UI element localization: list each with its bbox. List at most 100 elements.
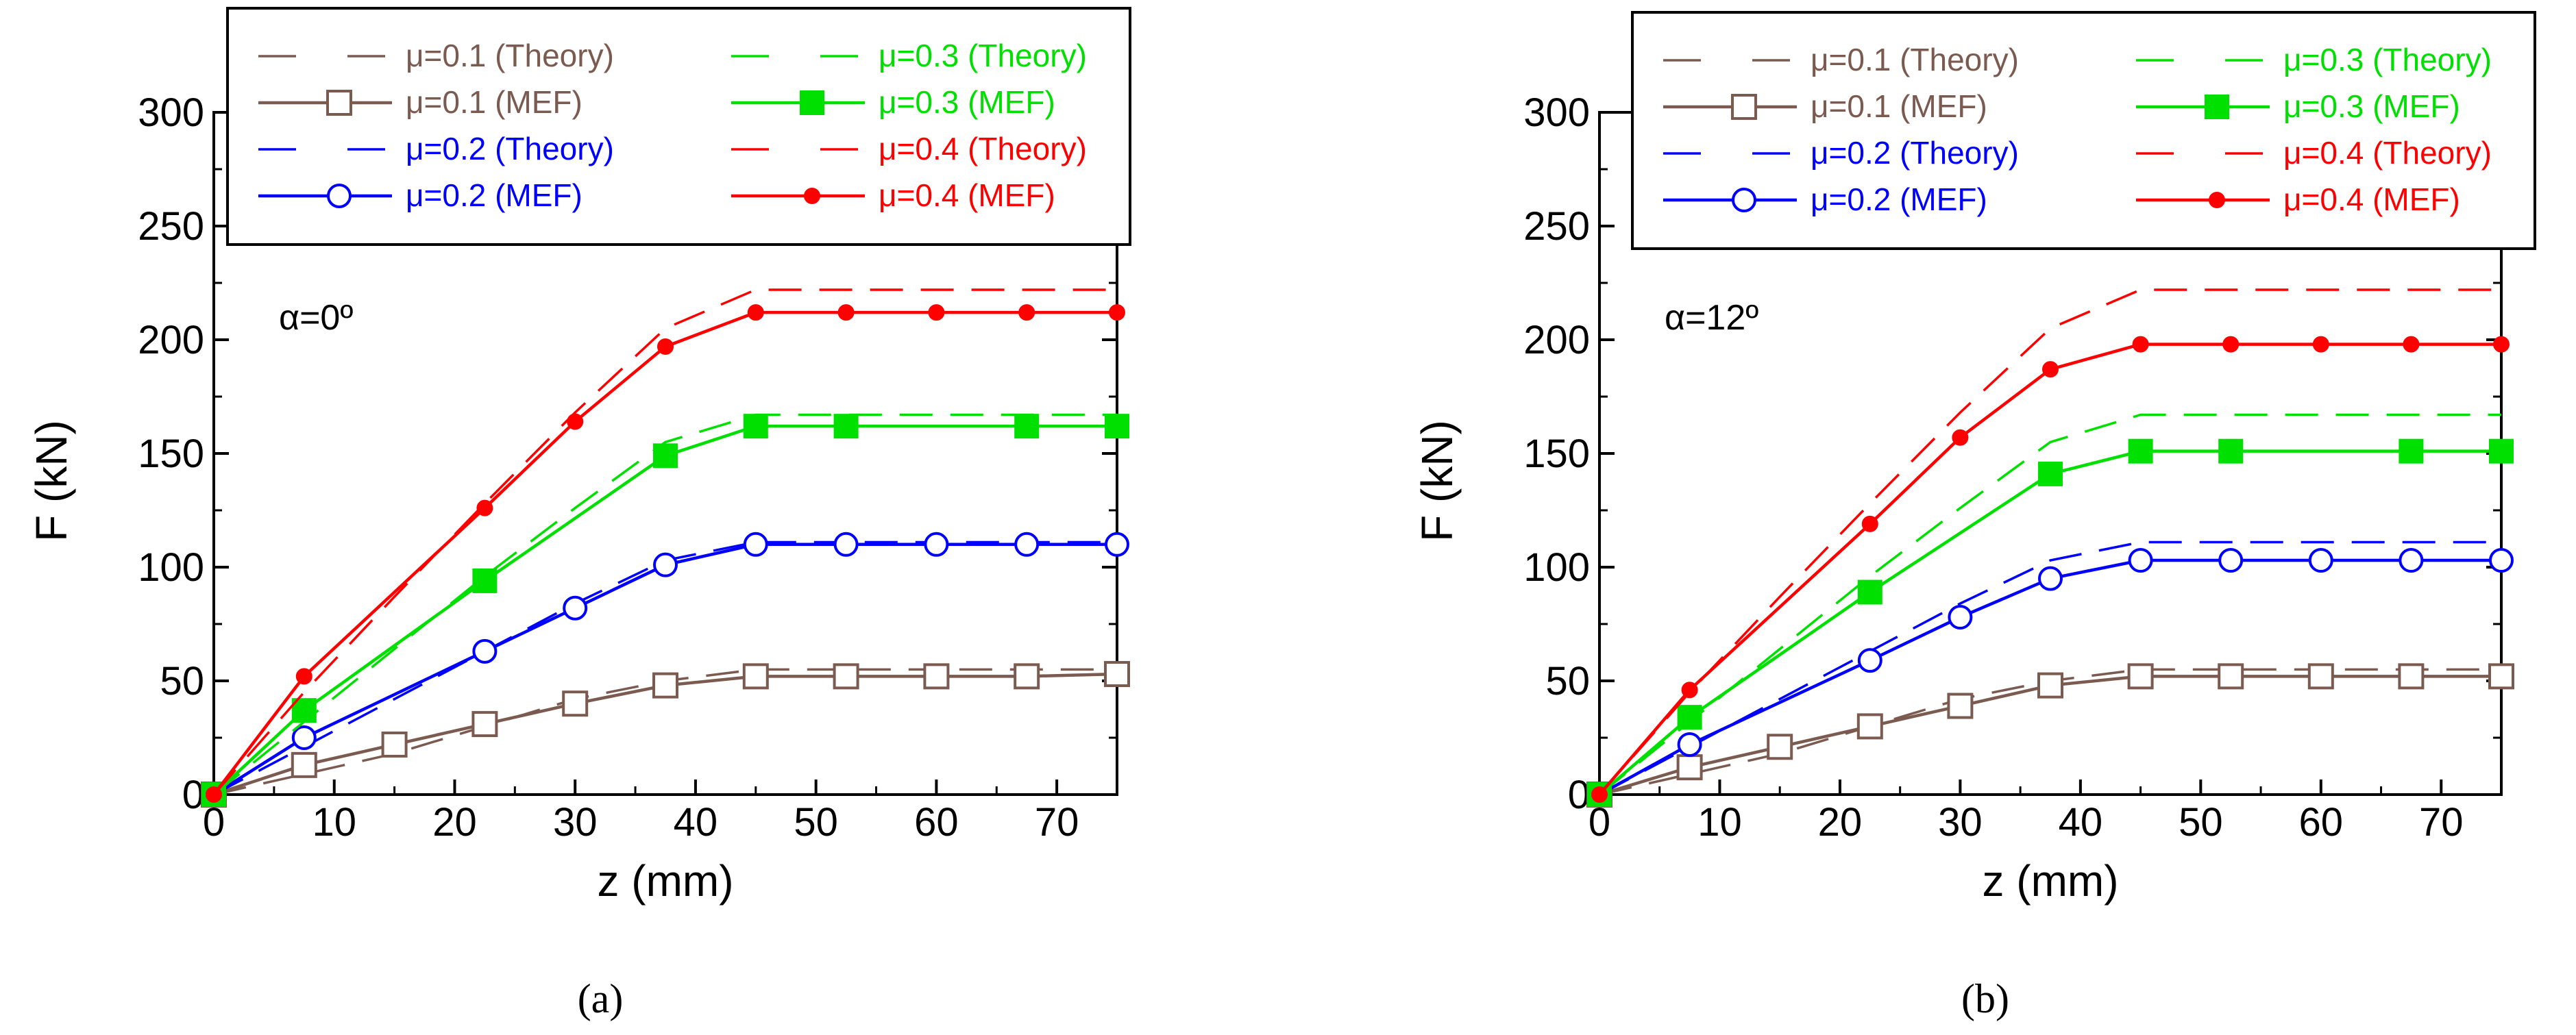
data-point-marker [1109,304,1125,321]
x-axis-title: z (mm) [597,856,733,906]
legend-marker [804,188,820,204]
legend: μ=0.1 (Theory) μ=0.1 (MEF) μ=0.2 (Theory) μ… [226,7,1131,246]
data-point-marker [2403,336,2420,353]
data-point-marker [2488,663,2514,690]
x-tick-label: 10 [312,800,356,845]
x-tick-label: 30 [553,800,598,845]
data-point-marker [2128,548,2153,573]
legend-label: μ=0.2 (Theory) [1811,135,2019,171]
data-point-marker [2127,663,2154,690]
y-tick-label: 150 [138,432,204,476]
panel-label: (a) [578,976,624,1021]
data-point-marker [2038,461,2063,486]
data-point-marker [833,414,859,439]
series-line [1598,558,2501,796]
x-tick-label: 50 [2179,800,2223,845]
series-4 [201,532,1129,807]
series-6 [1587,438,2514,807]
series-7 [212,288,1117,796]
data-point-marker [567,413,584,430]
y-tick-label: 100 [1523,545,1590,590]
legend-item: μ=0.1 (Theory) [1663,42,2019,77]
legend-item: μ=0.2 (MEF) [1663,182,1987,217]
data-point-marker [1857,579,1882,605]
alpha-annotation: α=0º [279,298,353,338]
data-point-marker [742,663,769,690]
data-point-marker [562,690,589,717]
x-tick-label: 20 [432,800,477,845]
y-tick-label: 0 [1568,773,1590,817]
data-point-marker [833,663,859,690]
data-point-marker [652,672,678,699]
data-point-marker [2399,438,2424,464]
data-point-marker [206,786,222,803]
data-point-marker [2037,672,2063,699]
data-point-marker [924,532,949,557]
data-point-marker [563,595,588,621]
data-point-marker [1861,515,1878,532]
data-point-marker [1676,754,1703,781]
y-tick-label: 200 [138,318,204,362]
series-8 [206,304,1125,803]
data-point-marker [1767,734,1793,760]
legend-label: μ=0.3 (Theory) [879,38,1087,73]
data-point-marker [472,638,498,664]
legend-label: μ=0.4 (MEF) [2283,182,2460,217]
data-point-marker [1677,732,1702,757]
series-line [212,543,1117,796]
y-axis-title: F (kN) [27,420,76,542]
data-point-marker [472,568,498,593]
x-tick-label: 10 [1697,800,1742,845]
data-point-marker [1591,786,1608,803]
legend-marker [1732,188,1756,212]
alpha-annotation: α=12º [1665,298,1758,338]
y-tick-label: 300 [138,90,204,135]
legend-box [226,7,1131,246]
series-line [1598,342,2501,796]
legend-label: μ=0.2 (MEF) [1811,182,1987,217]
series-8 [1591,336,2510,803]
data-point-marker [2493,336,2510,353]
data-point-marker [2218,548,2244,573]
legend-label: μ=0.2 (MEF) [406,177,582,213]
legend-marker [2209,192,2225,208]
legend-label: μ=0.4 (Theory) [879,131,1087,166]
x-tick-label: 60 [2299,800,2344,845]
data-point-marker [2042,361,2059,378]
data-point-marker [2399,548,2424,573]
y-tick-label: 100 [138,545,204,590]
legend-label: μ=0.1 (Theory) [406,38,614,73]
legend-item: μ=0.1 (MEF) [1663,88,1987,124]
legend-marker [1731,94,1757,120]
data-point-marker [2038,566,2063,591]
series-line [212,413,1117,796]
data-point-marker [1105,414,1129,439]
data-point-marker [291,725,317,750]
data-point-marker [381,731,408,758]
legend-label: μ=0.3 (MEF) [879,84,1055,120]
legend-item: μ=0.3 (Theory) [2136,42,2492,77]
series-line [212,288,1117,796]
data-point-marker [2218,663,2244,690]
data-point-marker [837,304,855,321]
data-point-marker [743,414,768,439]
series-line [1598,288,2501,796]
legend-item: μ=0.3 (MEF) [731,84,1055,120]
series-5 [212,413,1117,796]
series-line [1598,413,2501,796]
series-line [212,424,1117,796]
data-point-marker [657,338,674,355]
y-tick-label: 250 [1523,204,1590,249]
data-point-marker [2132,336,2149,353]
x-tick-label: 70 [1035,800,1079,845]
data-point-marker [1105,532,1129,557]
data-point-marker [1014,414,1040,439]
data-point-marker [2489,548,2514,573]
data-point-marker [1856,713,1883,740]
y-tick-label: 50 [1545,659,1590,703]
y-tick-label: 300 [1523,90,1590,135]
data-point-marker [1857,648,1882,673]
data-point-marker [743,532,768,557]
